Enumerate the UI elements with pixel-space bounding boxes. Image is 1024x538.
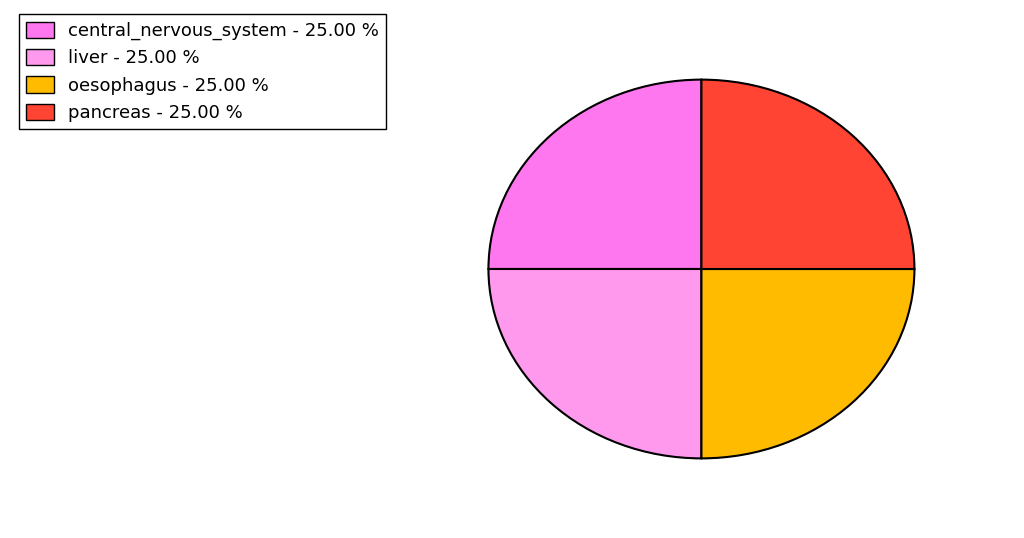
Wedge shape xyxy=(701,80,914,269)
Wedge shape xyxy=(701,269,914,458)
Wedge shape xyxy=(488,80,701,269)
Wedge shape xyxy=(488,269,701,458)
Legend: central_nervous_system - 25.00 %, liver - 25.00 %, oesophagus - 25.00 %, pancrea: central_nervous_system - 25.00 %, liver … xyxy=(19,15,386,129)
